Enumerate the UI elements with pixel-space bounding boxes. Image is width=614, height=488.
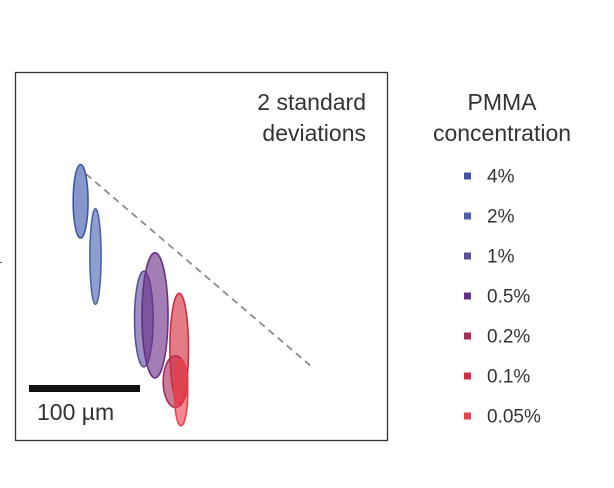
- trend-line-group: [85, 173, 313, 368]
- legend-marker: [464, 252, 471, 260]
- legend-label: 0.1%: [487, 367, 530, 388]
- legend-item: 0.1%: [464, 367, 530, 388]
- legend-marker: [464, 212, 471, 220]
- ellipse-4pct: [72, 163, 89, 239]
- scale-bar-label: 100 µm: [37, 399, 114, 425]
- ellipse-group: [72, 163, 190, 427]
- legend-item: 0.05%: [464, 407, 541, 428]
- legend-label: 2%: [487, 207, 515, 228]
- legend-label: 0.05%: [487, 407, 541, 428]
- legend-label: 4%: [487, 167, 515, 188]
- ellipse-0-5pct: [141, 252, 169, 379]
- legend-label: 0.2%: [487, 327, 530, 348]
- annotation-line-2: deviations: [262, 120, 366, 146]
- legend-item: 2%: [464, 207, 515, 228]
- ellipse-0-05pct: [173, 358, 189, 427]
- legend-marker: [464, 412, 471, 420]
- legend-label: 1%: [487, 247, 515, 268]
- ellipse-2pct: [89, 207, 102, 306]
- legend-item: 4%: [464, 167, 515, 188]
- legend-title-line-1: PMMA: [468, 89, 538, 115]
- legend-label: 0.5%: [487, 287, 530, 308]
- legend: 4% 2% 1% 0.5% 0.2% 0.1% 0.05%: [464, 167, 541, 428]
- legend-marker: [464, 332, 471, 340]
- annotation-line-1: 2 standard: [257, 89, 366, 115]
- scale-bar: [29, 385, 140, 392]
- legend-item: 0.5%: [464, 287, 530, 308]
- legend-marker: [464, 292, 471, 300]
- plot-frame: [14, 71, 389, 442]
- legend-item: 1%: [464, 247, 515, 268]
- trend-line: [85, 173, 313, 368]
- legend-title-line-2: concentration: [433, 120, 571, 146]
- legend-item: 0.2%: [464, 327, 530, 348]
- legend-marker: [464, 172, 471, 180]
- legend-marker: [464, 372, 471, 380]
